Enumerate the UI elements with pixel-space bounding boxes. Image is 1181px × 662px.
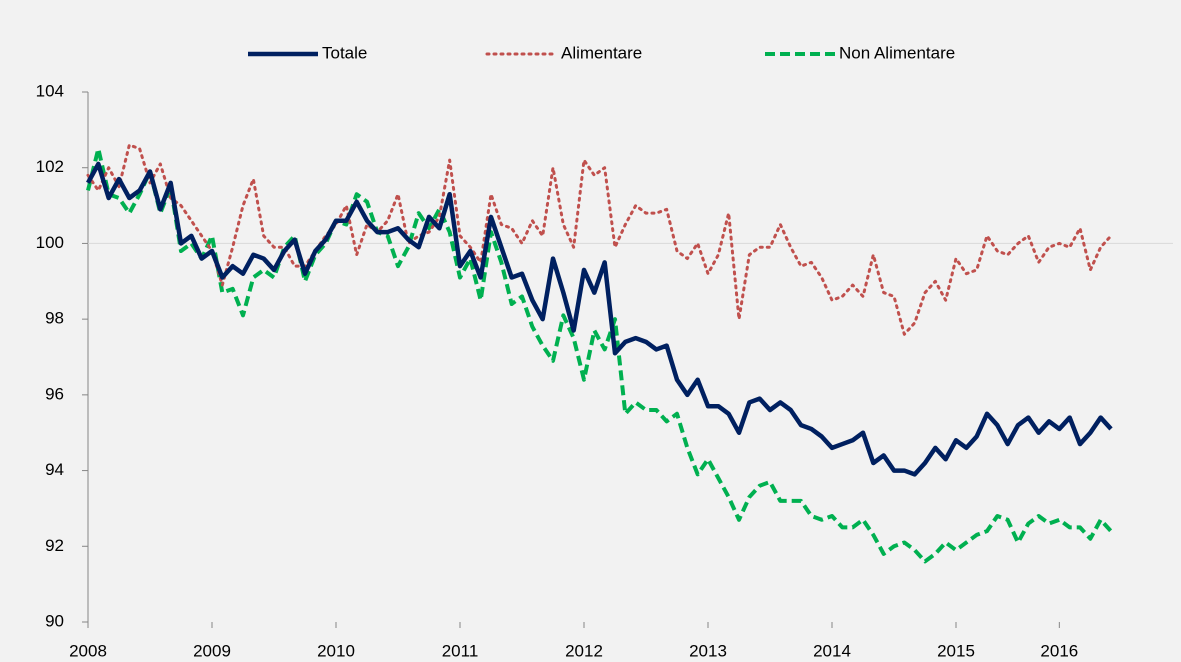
y-tick-label: 92 <box>45 536 64 555</box>
legend-label: Alimentare <box>561 43 642 62</box>
x-tick-label: 2013 <box>689 641 727 660</box>
x-tick-label: 2012 <box>565 641 603 660</box>
y-tick-label: 104 <box>36 81 64 100</box>
x-tick-label: 2014 <box>813 641 851 660</box>
x-tick-label: 2009 <box>193 641 231 660</box>
legend-label: Totale <box>322 43 367 62</box>
line-series <box>86 143 1113 336</box>
y-tick-label: 90 <box>45 611 64 630</box>
x-tick-label: 2015 <box>937 641 975 660</box>
line-series <box>86 161 1113 477</box>
y-tick-label: 102 <box>36 157 64 176</box>
y-tick-label: 100 <box>36 233 64 252</box>
x-tick-label: 2010 <box>317 641 355 660</box>
y-tick-label: 94 <box>45 460 64 479</box>
legend-label: Non Alimentare <box>839 43 955 62</box>
x-tick-label: 2016 <box>1040 641 1078 660</box>
y-tick-label: 98 <box>45 309 64 328</box>
x-tick-label: 2008 <box>69 641 107 660</box>
line-series <box>86 146 1113 564</box>
y-tick-label: 96 <box>45 384 64 403</box>
x-tick-label: 2011 <box>442 641 479 660</box>
